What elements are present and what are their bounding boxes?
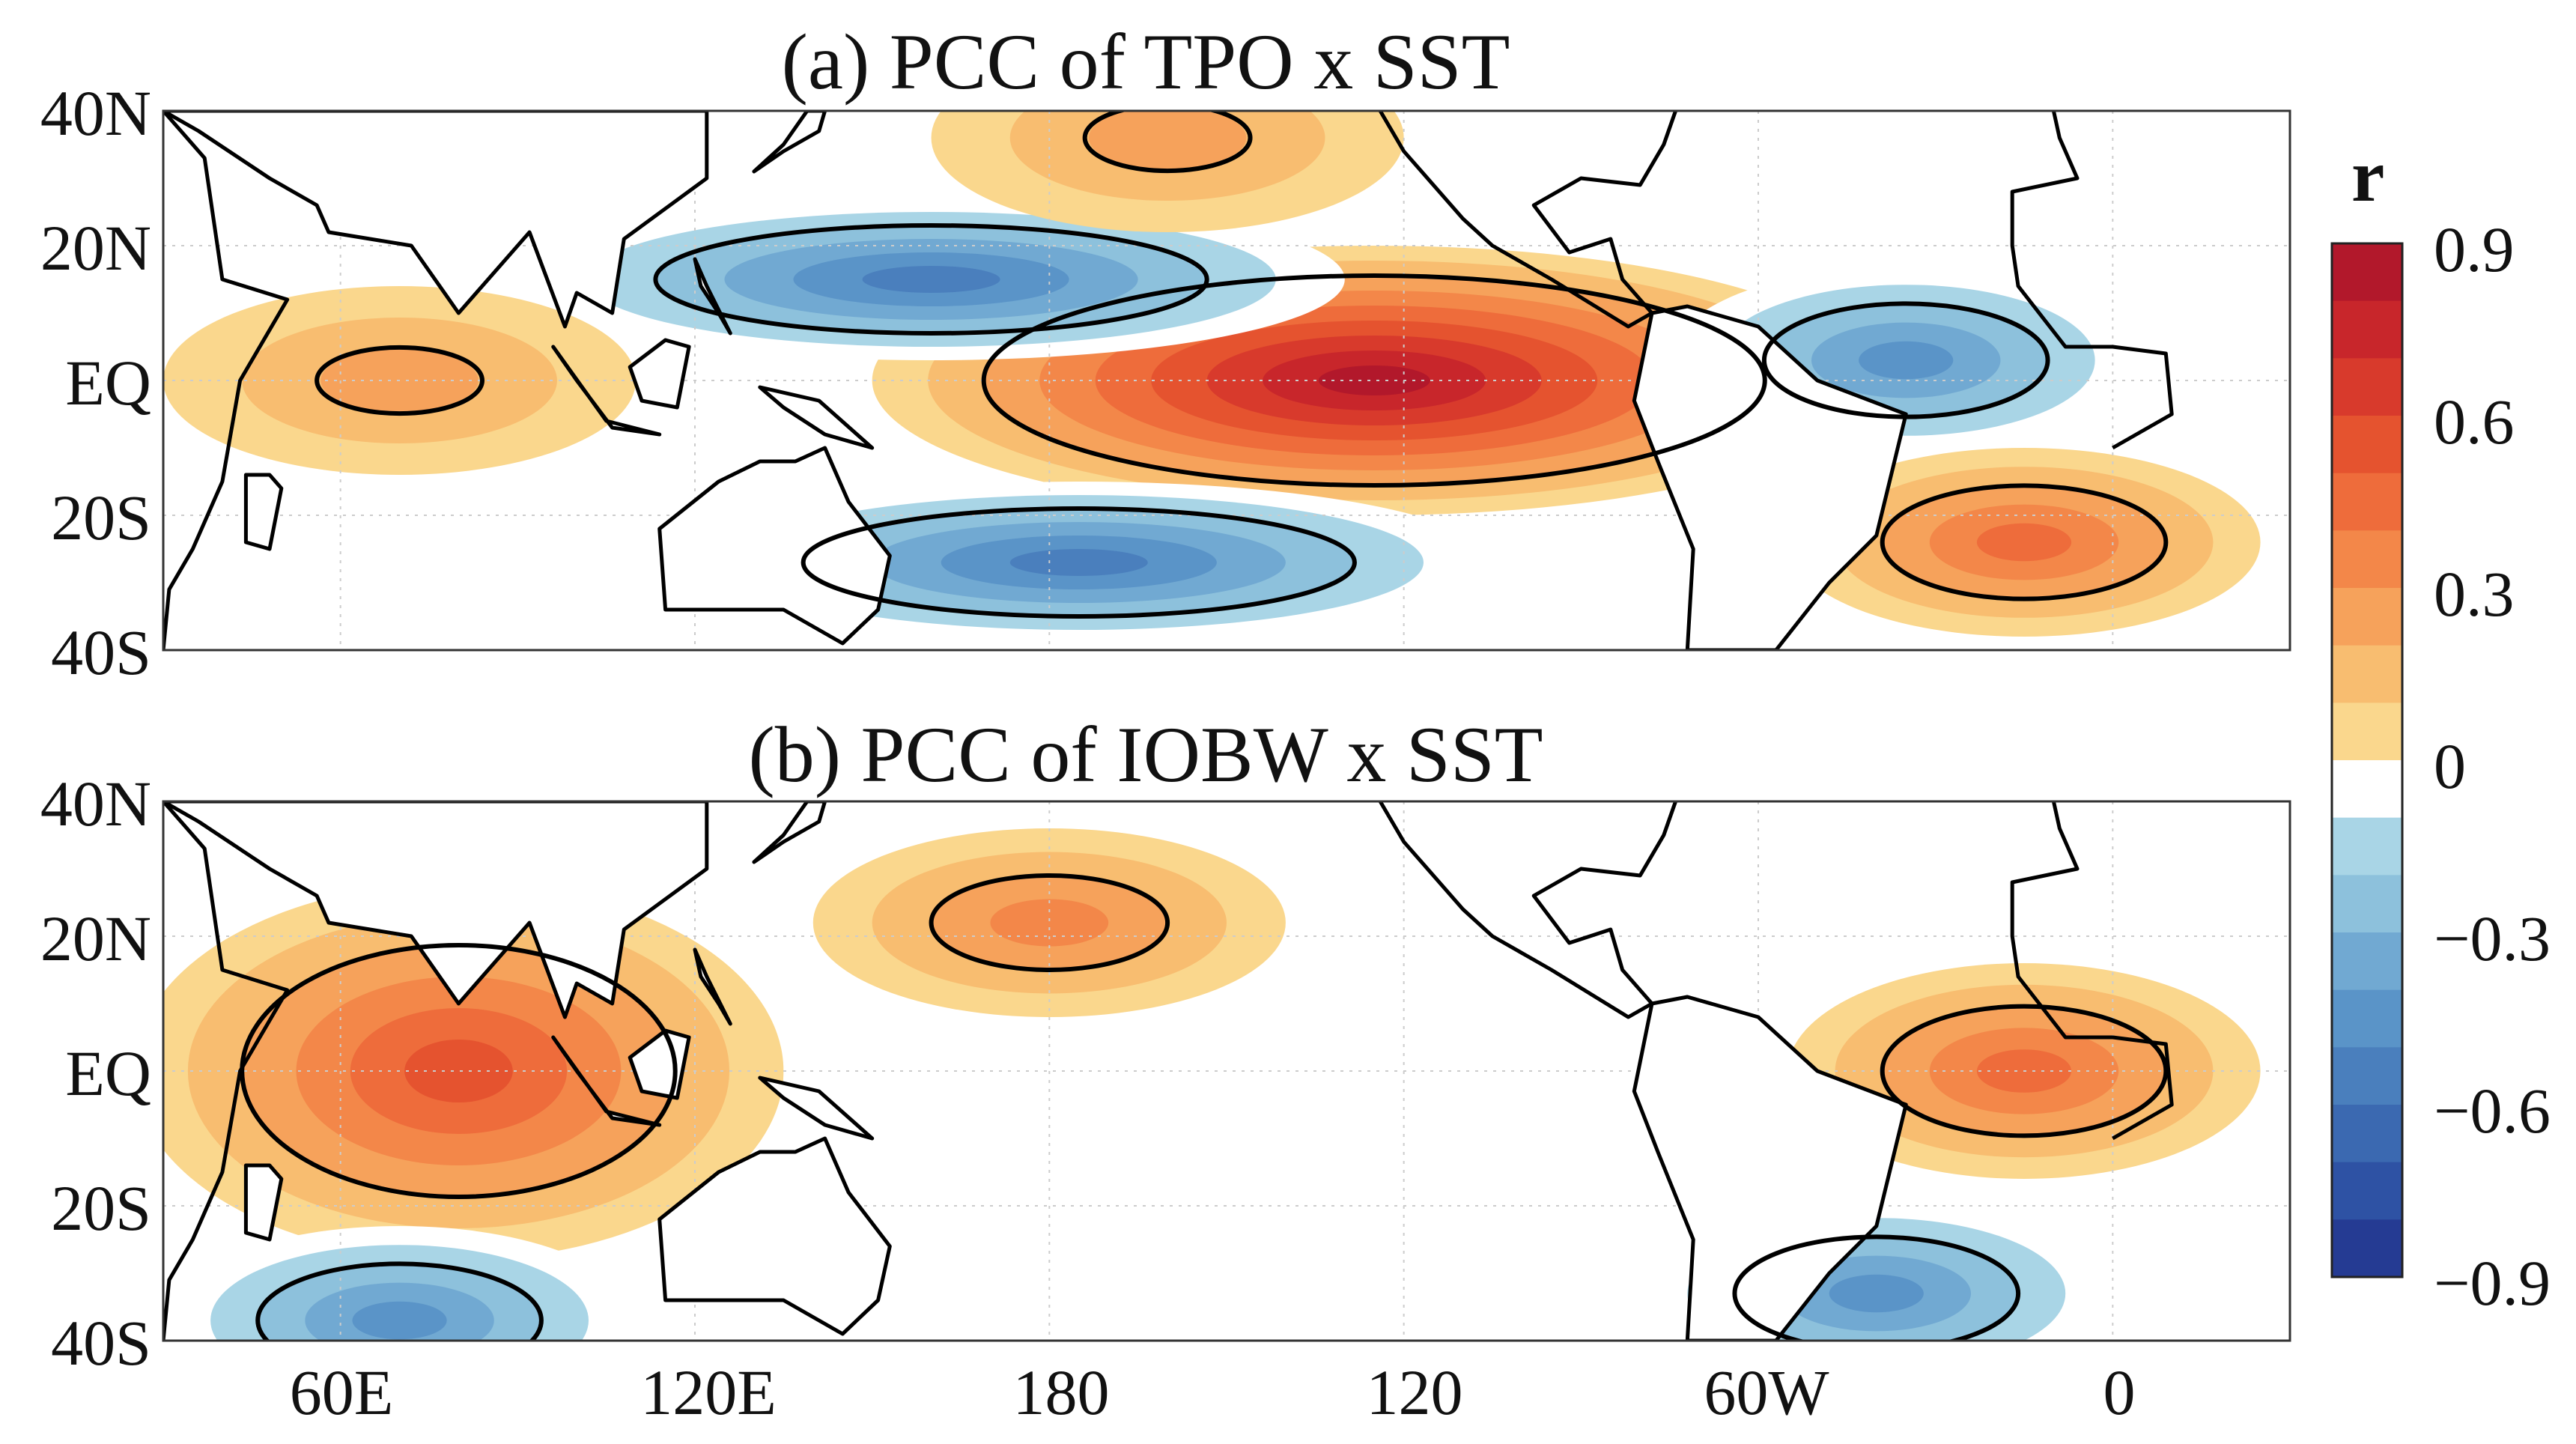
lon-label: 180 xyxy=(1012,1356,1110,1428)
colorbar-tick-label: −0.9 xyxy=(2434,1247,2551,1319)
sst-correlation-blob xyxy=(1088,111,1247,169)
colorbar-level xyxy=(2332,416,2402,474)
significance-contour xyxy=(1082,111,1253,174)
colorbar-tick-label: −0.3 xyxy=(2434,902,2551,974)
continent-south-america xyxy=(1632,995,1908,1341)
significance-contour xyxy=(981,273,1767,488)
lon-label: 60W xyxy=(1704,1356,1829,1428)
colorbar-level xyxy=(2332,703,2402,761)
continent-africa xyxy=(163,111,290,650)
panel-b-significance-contours xyxy=(240,873,2169,1341)
significance-contour xyxy=(801,506,1357,619)
colorbar-level xyxy=(2332,243,2402,302)
sst-correlation-blob xyxy=(404,1040,513,1102)
panel-b-lat-label: 20N xyxy=(40,902,151,974)
sst-correlation-blob xyxy=(1009,549,1148,576)
colorbar-tick-label: −0.6 xyxy=(2434,1075,2551,1147)
panel-b-frame xyxy=(162,800,2291,1342)
colorbar-level xyxy=(2332,1105,2402,1163)
continent-australia xyxy=(657,446,892,646)
colorbar-label: r xyxy=(2351,134,2385,217)
significance-contour xyxy=(653,223,1209,336)
sst-correlation-blob xyxy=(1976,523,2072,562)
panel-a-title: (a) PCC of TPO x SST xyxy=(781,18,1510,106)
colorbar-level xyxy=(2332,1047,2402,1105)
continent-madagascar xyxy=(243,473,284,551)
colorbar-frame xyxy=(2330,242,2404,1278)
panel-a-frame xyxy=(162,109,2291,652)
colorbar xyxy=(2332,243,2402,1278)
panel-a-lat-label: 20N xyxy=(40,212,151,284)
significance-contour xyxy=(1732,1234,2021,1341)
colorbar-level xyxy=(2332,989,2402,1048)
colorbar-level xyxy=(2332,358,2402,416)
panel-a-lat-label: 20S xyxy=(51,482,151,553)
significance-contour xyxy=(1880,483,2169,601)
continent-north-america xyxy=(1378,111,1677,329)
significance-contour xyxy=(315,345,484,416)
continent-sumatra-java xyxy=(551,1035,662,1127)
continent-europe-africa-west xyxy=(2010,801,2174,1141)
panel-b-lat-label: 40N xyxy=(40,768,151,840)
significance-contour xyxy=(255,1261,544,1341)
colorbar-level xyxy=(2332,1219,2402,1278)
panel-a-lat-label: EQ xyxy=(65,347,151,419)
continent-japan xyxy=(752,801,827,864)
significance-contour xyxy=(929,873,1170,972)
panel-a-lat-label: 40N xyxy=(40,77,151,149)
lon-label: 120 xyxy=(1366,1356,1463,1428)
continent-australia xyxy=(657,1136,892,1336)
significance-contour xyxy=(1880,1004,2169,1138)
sst-correlation-blob xyxy=(862,266,1000,293)
significance-contour xyxy=(1761,301,2050,419)
colorbar-level xyxy=(2332,473,2402,531)
continent-philippines xyxy=(693,257,732,336)
continent-new-guinea xyxy=(758,1076,875,1141)
continent-madagascar xyxy=(243,1163,284,1242)
colorbar-level xyxy=(2332,1162,2402,1220)
colorbar-tick-label: 0.6 xyxy=(2434,386,2515,458)
panel-a-sst-correlation-field xyxy=(163,111,2261,643)
sst-correlation-blob xyxy=(990,899,1109,947)
panel-a xyxy=(162,109,2291,652)
colorbar-level xyxy=(2332,932,2402,991)
continent-south-america xyxy=(1632,304,1908,650)
sst-correlation-blob xyxy=(1859,341,1954,380)
sst-correlation-blob xyxy=(1318,365,1430,395)
colorbar-level xyxy=(2332,760,2402,819)
sst-correlation-blob xyxy=(352,1301,447,1340)
continent-borneo xyxy=(628,338,691,410)
sst-correlation-blob xyxy=(1829,1274,1924,1313)
colorbar-level xyxy=(2332,588,2402,646)
panel-a-significance-contours xyxy=(315,111,2169,619)
panel-a-continents xyxy=(163,111,2174,650)
colorbar-tick-label: 0.3 xyxy=(2434,558,2515,630)
panel-a-lat-label: 40S xyxy=(51,616,151,688)
panel-b-lat-label: EQ xyxy=(65,1037,151,1109)
colorbar-level xyxy=(2332,817,2402,876)
lon-label: 0 xyxy=(2103,1356,2136,1428)
panel-b-continents xyxy=(163,801,2174,1341)
lon-label: 120E xyxy=(640,1356,777,1428)
colorbar-level xyxy=(2332,645,2402,703)
colorbar-level xyxy=(2332,530,2402,589)
panel-b-lat-label: 40S xyxy=(51,1307,151,1379)
continent-north-america xyxy=(1378,801,1677,1019)
continent-philippines xyxy=(693,947,732,1026)
continent-asia xyxy=(163,111,709,329)
continent-sumatra-java xyxy=(551,345,662,437)
colorbar-tick-label: 0 xyxy=(2434,730,2466,802)
continent-europe-africa-west xyxy=(2010,111,2174,450)
continent-new-guinea xyxy=(758,385,875,450)
continent-japan xyxy=(752,111,827,174)
colorbar-level xyxy=(2332,875,2402,933)
lon-label: 60E xyxy=(289,1356,394,1428)
colorbar-tick-label: 0.9 xyxy=(2434,213,2515,285)
panel-b xyxy=(162,800,2291,1342)
panel-b-title: (b) PCC of IOBW x SST xyxy=(748,711,1543,798)
colorbar-level xyxy=(2332,300,2402,359)
significance-contour xyxy=(240,943,678,1199)
panel-b-lat-label: 20S xyxy=(51,1172,151,1244)
